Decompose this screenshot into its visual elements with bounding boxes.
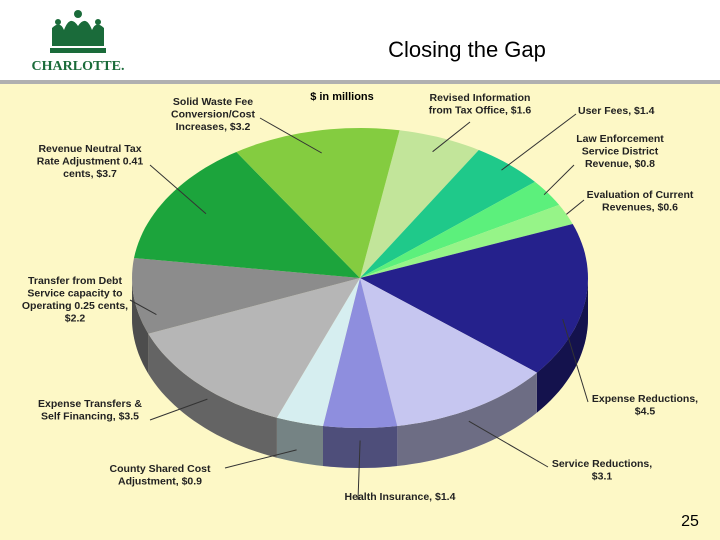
slice-side — [397, 372, 537, 466]
data-label: County Shared Cost Adjustment, $0.9 — [110, 463, 211, 488]
slice-side — [132, 278, 149, 374]
slice — [148, 278, 360, 418]
data-label: Expense Transfers & Self Financing, $3.5 — [38, 398, 142, 423]
page-number: 25 — [681, 513, 699, 530]
slice-side-shade — [397, 372, 537, 466]
leader-line — [468, 420, 549, 468]
slice-side — [148, 333, 277, 458]
data-label: Law Enforcement Service District Revenue, … — [576, 133, 664, 170]
slice-side-shade — [276, 417, 323, 466]
slice-side — [276, 417, 323, 466]
chart-title: Closing the Gap — [388, 37, 546, 62]
leader-line — [432, 121, 471, 153]
logo-crown — [50, 10, 106, 53]
slice-side-shade — [536, 278, 588, 413]
data-label: Evaluation of Current Revenues, $0.6 — [587, 189, 694, 214]
slice — [360, 278, 537, 426]
leader-line — [149, 398, 208, 421]
data-label: Revised Information from Tax Office, $1.6 — [429, 92, 532, 117]
slice — [134, 152, 360, 278]
data-label: Transfer from Debt Service capacity to Ope… — [22, 275, 128, 325]
leader-line — [543, 164, 575, 196]
leader-line — [224, 449, 297, 469]
leader-line — [259, 117, 322, 154]
leader-line — [357, 440, 361, 501]
leader-line — [562, 318, 589, 403]
slice — [132, 258, 360, 334]
leader-line — [149, 164, 207, 215]
slice — [360, 204, 573, 278]
data-label: Expense Reductions, $4.5 — [592, 393, 698, 418]
data-label: Solid Waste Fee Conversion/Cost Increases,… — [171, 96, 256, 133]
slice — [360, 130, 479, 278]
slice — [323, 278, 398, 428]
slice — [360, 150, 535, 278]
slice — [276, 278, 360, 426]
slice-side-shade — [148, 333, 277, 458]
data-label: Revenue Neutral Tax Rate Adjustment 0.41 c… — [37, 143, 144, 180]
leader-line — [501, 113, 577, 171]
slice — [360, 224, 588, 373]
logo-text: CHARLOTTE. — [32, 59, 125, 74]
leader-line — [566, 199, 585, 215]
pie — [132, 128, 588, 468]
slice — [360, 181, 560, 278]
leader-line — [129, 299, 157, 316]
slice-side — [536, 278, 588, 413]
data-label: Health Insurance, $1.4 — [345, 491, 456, 503]
header-band — [0, 0, 720, 80]
header-rule — [0, 80, 720, 84]
data-label: Service Reductions, $3.1 — [552, 458, 652, 483]
chart-subtitle: $ in millions — [310, 91, 374, 103]
slice-side-shade — [132, 278, 149, 374]
slice — [236, 128, 400, 278]
data-label: User Fees, $1.4 — [578, 105, 655, 117]
